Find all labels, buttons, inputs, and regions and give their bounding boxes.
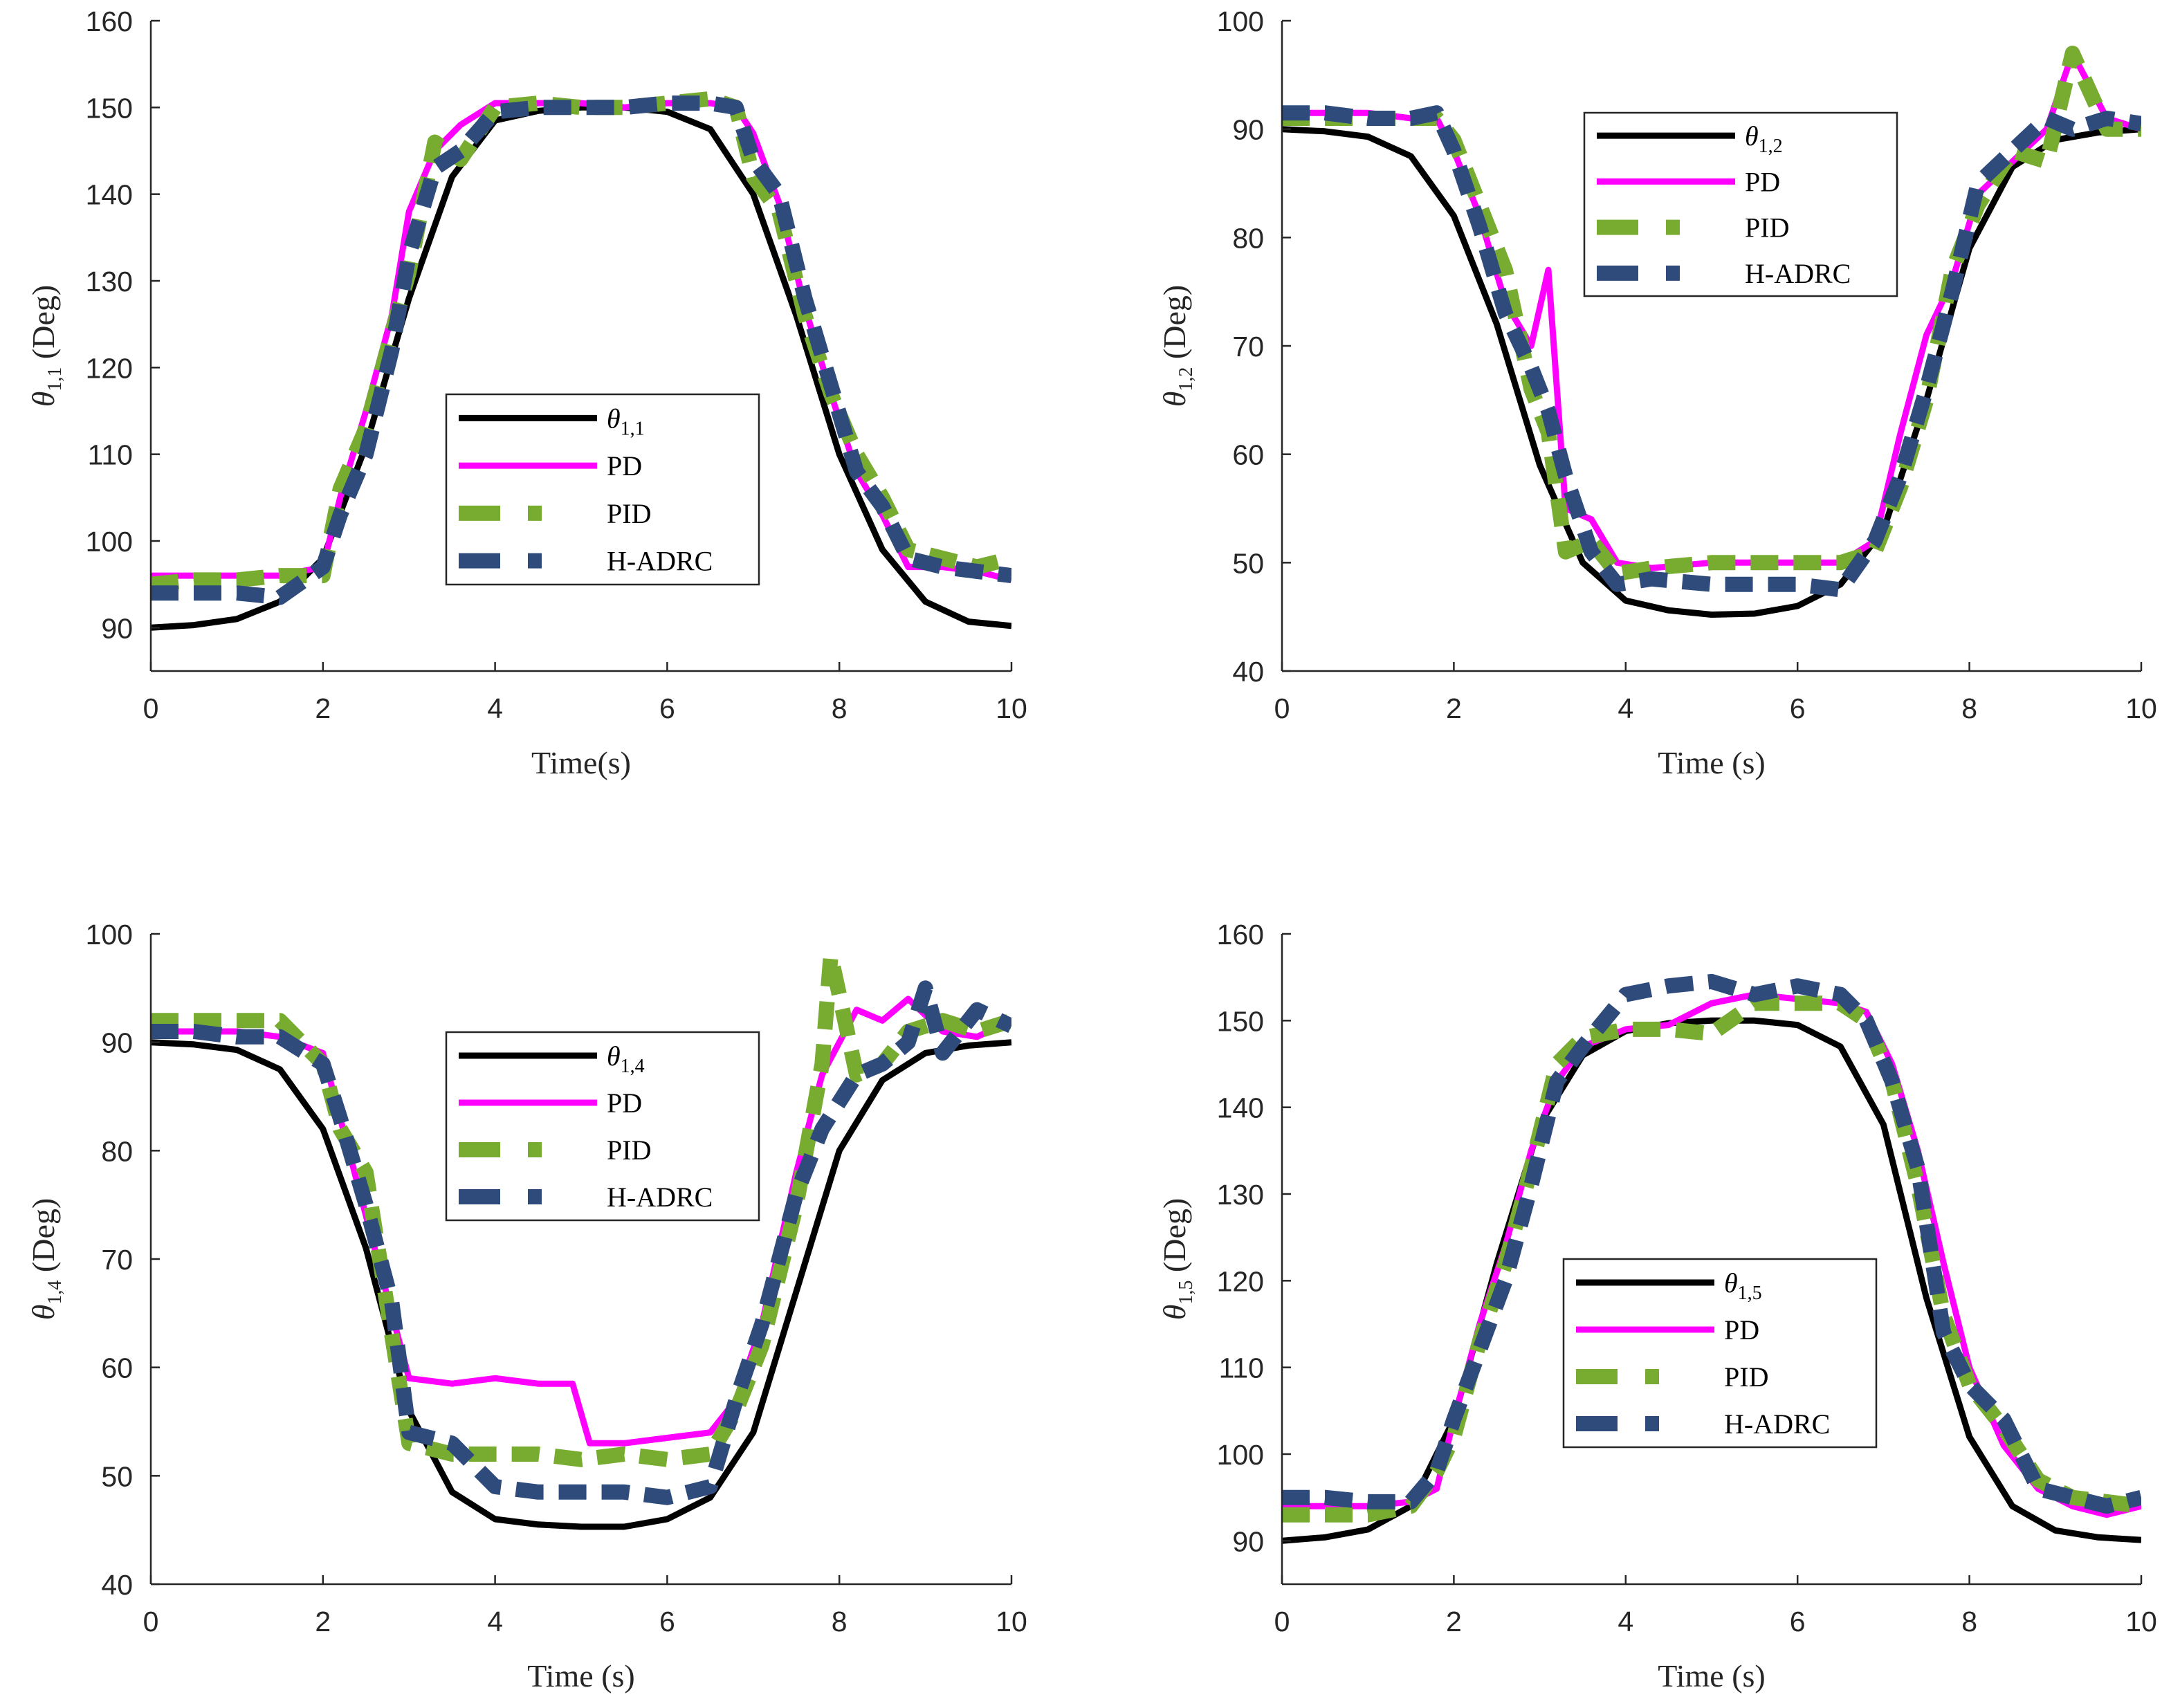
legend-label: θ1,1 <box>607 403 645 439</box>
y-axis-label: θ1,2 (Deg) <box>1157 285 1197 407</box>
y-axis-label: θ1,4 (Deg) <box>26 1198 66 1320</box>
chart-panel-bottom-right: 0 2 4 6 8 10 90 100 110 120 130 140 150 160 Time (s) θ1… <box>1157 919 2157 1693</box>
legend: θ1,1 PD PID H-ADRC <box>445 393 760 586</box>
y-tick-label: 50 <box>101 1460 133 1492</box>
series-line-h-adrc <box>151 980 1011 1505</box>
y-tick-label: 50 <box>1232 547 1264 579</box>
legend: θ1,4 PD PID H-ADRC <box>445 1031 760 1222</box>
y-tick-label: 160 <box>86 6 133 37</box>
x-tick-label: 4 <box>487 692 503 724</box>
y-tick-label: 160 <box>1217 919 1264 951</box>
y-tick-label: 100 <box>1217 1439 1264 1471</box>
chart-panel-top-left: 0 2 4 6 8 10 90 100 110 120 130 140 150 160 Time(s) θ1,… <box>26 6 1027 780</box>
legend-label: PD <box>1724 1314 1759 1346</box>
y-tick-label: 80 <box>1232 222 1264 254</box>
legend-label: H-ADRC <box>607 546 713 577</box>
x-tick-label: 6 <box>659 1606 675 1637</box>
x-axis-label: Time (s) <box>1658 745 1766 780</box>
series-line--1-4 <box>151 1039 1011 1530</box>
legend-label: PID <box>607 498 651 529</box>
x-tick-label: 6 <box>1790 692 1806 724</box>
x-tick-label: 8 <box>832 692 848 724</box>
y-tick-label: 70 <box>1232 331 1264 362</box>
x-tick-label: 2 <box>315 1606 331 1637</box>
x-tick-label: 6 <box>659 692 675 724</box>
y-tick-label: 110 <box>1219 1352 1264 1384</box>
series-line-h-adrc <box>151 95 1011 605</box>
series-line-pid <box>1282 46 2141 581</box>
y-tick-label: 150 <box>86 92 133 124</box>
series-line-h-adrc <box>1282 973 2141 1514</box>
x-axis-label: Time (s) <box>1658 1658 1766 1693</box>
y-tick-label: 90 <box>101 1027 133 1059</box>
y-tick-label: 90 <box>1232 114 1264 146</box>
legend-box <box>1562 1258 1878 1449</box>
y-tick-label: 140 <box>86 179 133 211</box>
y-axis-label: θ1,5 (Deg) <box>1157 1198 1197 1320</box>
y-tick-label: 40 <box>1232 656 1264 688</box>
y-tick-label: 130 <box>1217 1179 1264 1211</box>
series-line--1-5 <box>1282 1017 2141 1544</box>
y-tick-label: 110 <box>88 439 133 471</box>
x-tick-label: 0 <box>143 692 159 724</box>
x-tick-label: 4 <box>1618 1606 1633 1637</box>
x-tick-label: 8 <box>1961 1606 1977 1637</box>
y-tick-label: 90 <box>101 612 133 644</box>
series-line--1-2 <box>1282 126 2141 618</box>
x-tick-label: 0 <box>143 1606 159 1637</box>
y-tick-label: 70 <box>101 1244 133 1276</box>
y-tick-label: 60 <box>1232 439 1264 471</box>
legend-label: H-ADRC <box>1745 258 1851 289</box>
chart-panel-bottom-left: 0 2 4 6 8 10 40 50 60 70 80 90 100 Time (s) θ1,4 (Deg)… <box>26 919 1027 1693</box>
legend-box <box>445 1031 760 1222</box>
series-line-h-adrc <box>1282 105 2141 598</box>
legend-box <box>1583 111 1898 297</box>
legend-label: θ1,2 <box>1745 120 1783 157</box>
legend-box <box>445 393 760 586</box>
x-tick-label: 2 <box>1446 692 1462 724</box>
x-tick-label: 4 <box>487 1606 503 1637</box>
chart-panel-top-right: 0 2 4 6 8 10 40 50 60 70 80 90 100 Time (s) θ1,2 (Deg)… <box>1157 6 2157 780</box>
y-tick-label: 120 <box>86 352 133 384</box>
x-axis-label: Time(s) <box>531 745 631 780</box>
y-tick-label: 130 <box>86 266 133 297</box>
x-tick-label: 10 <box>2125 692 2157 724</box>
y-tick-label: 90 <box>1232 1525 1264 1557</box>
x-tick-label: 6 <box>1790 1606 1806 1637</box>
legend-label: PID <box>1724 1361 1768 1393</box>
y-tick-label: 80 <box>101 1135 133 1167</box>
y-tick-label: 100 <box>1217 6 1264 37</box>
y-tick-label: 150 <box>1217 1005 1264 1037</box>
x-tick-label: 2 <box>1446 1606 1462 1637</box>
x-tick-label: 10 <box>996 692 1027 724</box>
legend: θ1,5 PD PID H-ADRC <box>1562 1258 1878 1449</box>
legend-label: PD <box>607 450 642 481</box>
legend: θ1,2 PD PID H-ADRC <box>1583 111 1898 297</box>
x-tick-label: 8 <box>832 1606 848 1637</box>
x-tick-label: 10 <box>996 1606 1027 1637</box>
legend-label: PD <box>1745 166 1780 197</box>
y-tick-label: 120 <box>1217 1265 1264 1297</box>
legend-label: H-ADRC <box>607 1182 713 1213</box>
x-tick-label: 2 <box>315 692 331 724</box>
y-tick-label: 140 <box>1217 1092 1264 1124</box>
y-tick-label: 100 <box>86 919 133 951</box>
y-axis-label: θ1,1 (Deg) <box>26 285 66 407</box>
x-tick-label: 0 <box>1274 692 1290 724</box>
legend-label: PID <box>1745 212 1789 244</box>
x-tick-label: 10 <box>2125 1606 2157 1637</box>
legend-label: PID <box>607 1135 651 1166</box>
x-tick-label: 8 <box>1961 692 1977 724</box>
y-tick-label: 40 <box>101 1569 133 1601</box>
x-tick-label: 0 <box>1274 1606 1290 1637</box>
legend-label: PD <box>607 1087 642 1119</box>
y-tick-label: 100 <box>86 526 133 558</box>
y-tick-label: 60 <box>101 1352 133 1384</box>
x-axis-label: Time (s) <box>527 1658 635 1693</box>
legend-label: θ1,5 <box>1724 1267 1762 1304</box>
legend-label: H-ADRC <box>1724 1408 1830 1440</box>
x-tick-label: 4 <box>1618 692 1633 724</box>
legend-label: θ1,4 <box>607 1040 645 1077</box>
